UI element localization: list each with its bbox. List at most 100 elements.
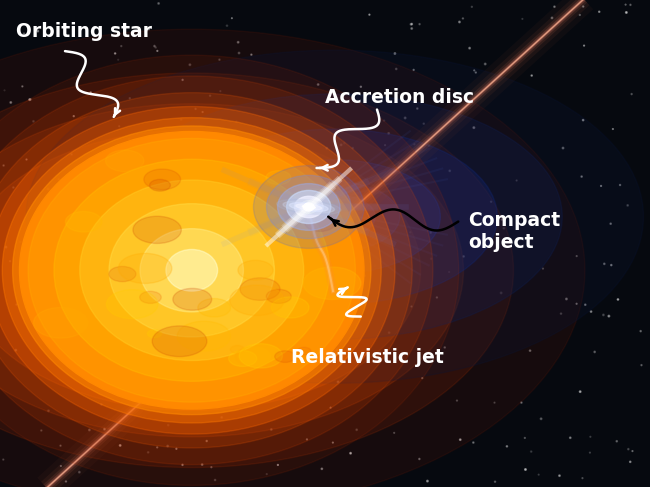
Point (110, 50, 120, 57)
Ellipse shape (240, 278, 280, 300)
Point (206, 344, 216, 352)
Point (239, 340, 249, 348)
Point (335, 174, 345, 182)
Point (417, 374, 428, 382)
Point (625, 458, 636, 466)
Point (502, 442, 512, 450)
Point (445, 167, 455, 175)
Point (53, 175, 64, 183)
Point (469, 124, 479, 131)
Circle shape (266, 175, 351, 239)
Ellipse shape (150, 179, 170, 191)
Point (575, 11, 585, 19)
Point (499, 225, 509, 232)
Circle shape (300, 201, 317, 213)
Point (318, 302, 328, 310)
Point (520, 466, 530, 473)
Point (177, 461, 188, 469)
Point (231, 117, 242, 125)
Point (352, 426, 362, 433)
Point (526, 448, 536, 455)
Ellipse shape (276, 199, 341, 215)
Point (405, 228, 415, 236)
Text: Relativistic jet: Relativistic jet (291, 348, 443, 367)
Point (176, 115, 187, 123)
Point (115, 442, 125, 450)
Point (0, 162, 9, 169)
Point (336, 141, 346, 149)
Point (625, 1, 636, 9)
Ellipse shape (133, 216, 181, 244)
Point (149, 300, 159, 308)
Point (615, 181, 625, 189)
Point (359, 272, 370, 280)
Point (122, 326, 133, 334)
Ellipse shape (271, 297, 309, 318)
Point (350, 180, 361, 187)
Point (183, 294, 194, 302)
Point (276, 308, 286, 316)
Point (89, 237, 99, 245)
Point (28, 117, 38, 125)
Point (124, 135, 135, 143)
Point (44, 407, 54, 415)
Point (73, 244, 83, 251)
Point (519, 434, 530, 442)
Point (512, 177, 522, 185)
Point (414, 455, 424, 463)
Point (627, 90, 637, 98)
Point (606, 261, 616, 269)
Point (106, 318, 116, 326)
Ellipse shape (109, 204, 274, 337)
Ellipse shape (140, 229, 243, 312)
Point (496, 213, 506, 221)
Point (554, 472, 565, 480)
Point (184, 340, 194, 348)
Point (0, 87, 10, 94)
Point (45, 203, 55, 211)
Point (414, 20, 424, 28)
Ellipse shape (0, 104, 463, 437)
Point (384, 329, 395, 337)
Point (313, 81, 323, 89)
Point (608, 125, 618, 133)
Point (55, 442, 66, 450)
Point (233, 38, 243, 46)
Point (8, 184, 19, 191)
Point (536, 415, 546, 423)
Ellipse shape (28, 138, 356, 402)
Point (205, 92, 215, 100)
Text: Compact
object: Compact object (468, 211, 560, 252)
Point (471, 69, 481, 76)
Point (565, 434, 575, 442)
Point (199, 162, 209, 170)
Point (580, 301, 590, 309)
Point (17, 82, 27, 90)
Point (142, 243, 152, 250)
Point (571, 300, 582, 308)
Point (356, 83, 366, 91)
Point (370, 262, 380, 269)
Point (577, 173, 587, 181)
Point (364, 11, 374, 19)
Point (273, 199, 283, 206)
Point (407, 20, 417, 28)
Point (594, 8, 604, 16)
Point (400, 114, 410, 122)
Point (480, 60, 490, 68)
Point (216, 413, 227, 421)
Point (143, 449, 153, 456)
Point (345, 450, 356, 457)
Point (171, 445, 181, 453)
Point (36, 427, 47, 434)
Point (384, 130, 394, 137)
Point (234, 328, 244, 336)
Point (153, 0, 164, 7)
Point (37, 300, 47, 308)
Point (419, 120, 429, 128)
Point (99, 170, 110, 178)
Ellipse shape (2, 117, 381, 423)
Point (505, 239, 515, 246)
Point (422, 477, 433, 485)
Point (571, 252, 582, 260)
